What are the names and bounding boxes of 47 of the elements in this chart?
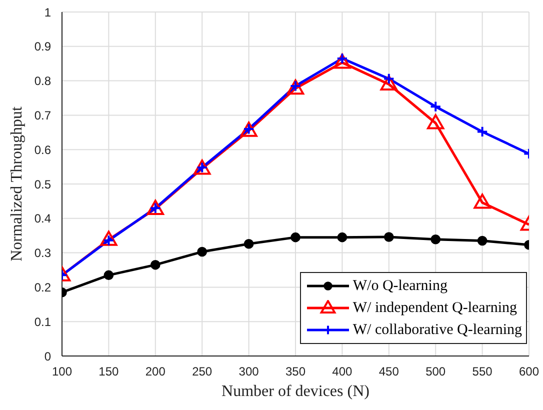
legend-label: W/o Q-learning [352,278,448,294]
y-tick-label: 0.9 [34,40,52,54]
y-tick-label: 0.2 [34,280,52,294]
y-tick-label: 0.8 [34,74,52,88]
y-tick-label: 0.3 [34,246,52,260]
x-tick-label: 300 [238,364,260,379]
point [476,126,488,138]
y-tick-label: 0.6 [34,142,52,157]
x-tick-label: 400 [332,364,353,379]
x-tick-label: 100 [52,364,72,379]
y-tick-label: 0.7 [34,108,52,122]
x-tick-label: 150 [98,364,120,379]
point [427,114,444,130]
point [384,232,394,242]
point [240,122,258,137]
legend-label: W/ collaborative Q-learning [352,322,522,338]
y-tick-label: 1 [44,5,52,20]
point [197,246,207,257]
y-tick-label: 0.4 [34,212,52,226]
point [146,200,164,215]
point [194,160,211,175]
point [334,54,351,69]
y-axis-title: Normalized Throughput [8,106,26,262]
x-tick-label: 600 [518,364,540,379]
y-tick-label: 0.5 [34,177,52,192]
point [380,75,398,90]
point [100,230,118,246]
point [104,270,114,280]
point [474,194,491,209]
point [290,232,300,242]
y-tick-label: 0.1 [34,314,52,329]
point [477,236,488,246]
x-tick-label: 250 [192,364,212,379]
x-tick-label: 200 [145,364,166,379]
x-tick-label: 500 [426,364,446,379]
point [430,234,440,244]
point [337,232,348,242]
point [286,79,304,95]
point [430,100,442,112]
y-tick-label: 0 [44,349,52,364]
x-tick-label: 450 [378,364,400,379]
x-axis-title: Number of devices (N) [222,383,370,400]
point [150,260,160,270]
point [244,238,254,249]
x-tick-label: 350 [285,364,306,379]
x-tick-label: 550 [472,364,493,379]
legend-label: W/ independent Q-learning [352,300,517,316]
